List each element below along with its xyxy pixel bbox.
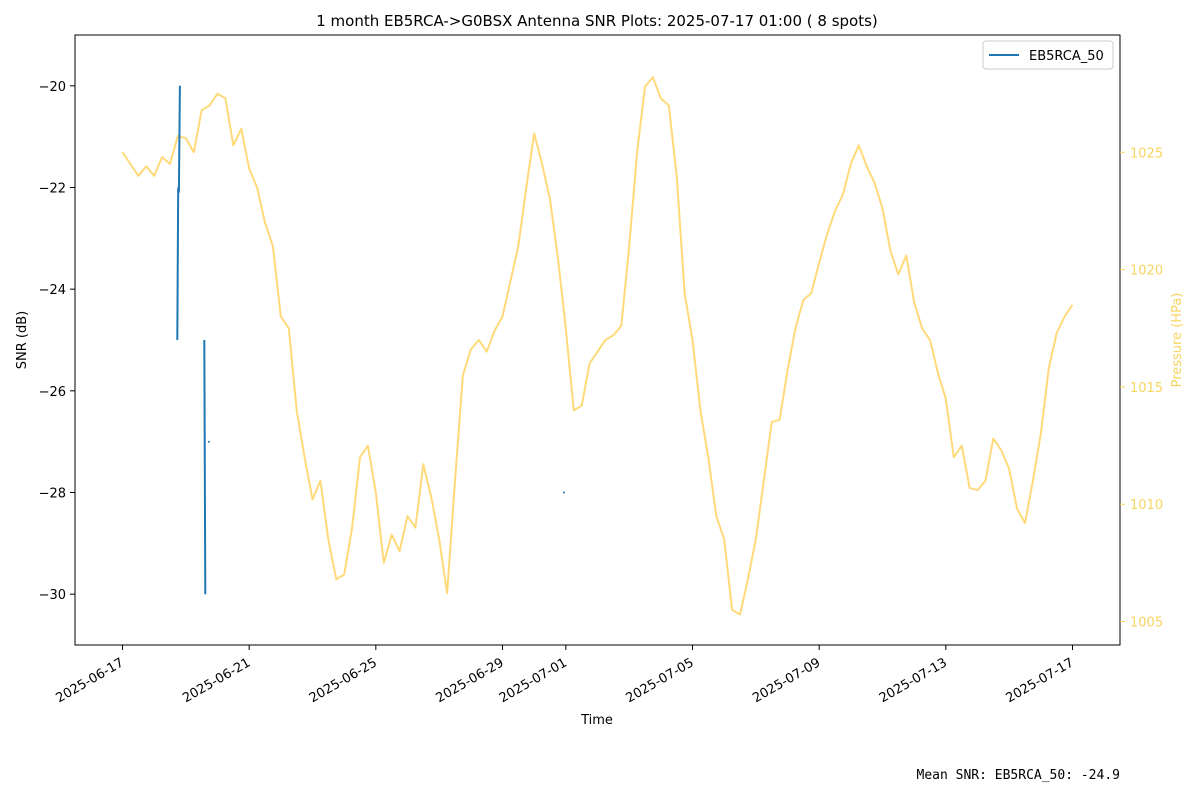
x-tick-label: 2025-07-05 bbox=[624, 655, 697, 706]
snr-point bbox=[562, 491, 565, 494]
x-tick-label: 2025-07-17 bbox=[1004, 655, 1077, 706]
x-tick-label: 2025-07-09 bbox=[750, 655, 823, 706]
y2-axis-label: Pressure (HPa) bbox=[1170, 293, 1185, 388]
y2-tick-label: 1020 bbox=[1130, 264, 1163, 279]
y2-tick-label: 1010 bbox=[1130, 498, 1163, 513]
x-tick-label: 2025-06-21 bbox=[180, 655, 253, 706]
y-axis-label: SNR (dB) bbox=[15, 311, 30, 369]
x-tick-label: 2025-06-29 bbox=[434, 655, 507, 706]
plot-layer bbox=[121, 76, 1074, 616]
y-tick-label: −30 bbox=[39, 588, 66, 603]
y-tick-label: −22 bbox=[39, 182, 66, 197]
snr-point bbox=[207, 440, 210, 443]
x-axis-label: Time bbox=[580, 713, 613, 728]
x-tick-label: 2025-06-17 bbox=[54, 655, 127, 706]
mean-snr-note: Mean SNR: EB5RCA_50: -24.9 bbox=[916, 768, 1121, 783]
y2-tick-label: 1015 bbox=[1130, 381, 1163, 396]
y-tick-label: −24 bbox=[39, 283, 66, 298]
legend-label: EB5RCA_50 bbox=[1029, 49, 1104, 64]
x-tick-label: 2025-06-25 bbox=[307, 655, 380, 706]
chart-title: 1 month EB5RCA->G0BSX Antenna SNR Plots:… bbox=[316, 12, 878, 30]
x-tick-label: 2025-07-13 bbox=[877, 655, 950, 706]
legend-box bbox=[982, 40, 1114, 70]
snr-line-segment bbox=[176, 85, 181, 341]
y-tick-label: −26 bbox=[39, 385, 66, 400]
y-tick-label: −20 bbox=[39, 80, 66, 95]
pressure-line bbox=[121, 76, 1074, 616]
y-tick-label: −28 bbox=[39, 487, 66, 502]
y2-tick-label: 1005 bbox=[1130, 616, 1163, 631]
plot-frame bbox=[74, 34, 1121, 646]
y2-tick-label: 1025 bbox=[1130, 146, 1163, 161]
snr-line-segment bbox=[203, 339, 207, 595]
x-tick-label: 2025-07-01 bbox=[497, 655, 570, 706]
legend: EB5RCA_50 bbox=[982, 40, 1114, 70]
